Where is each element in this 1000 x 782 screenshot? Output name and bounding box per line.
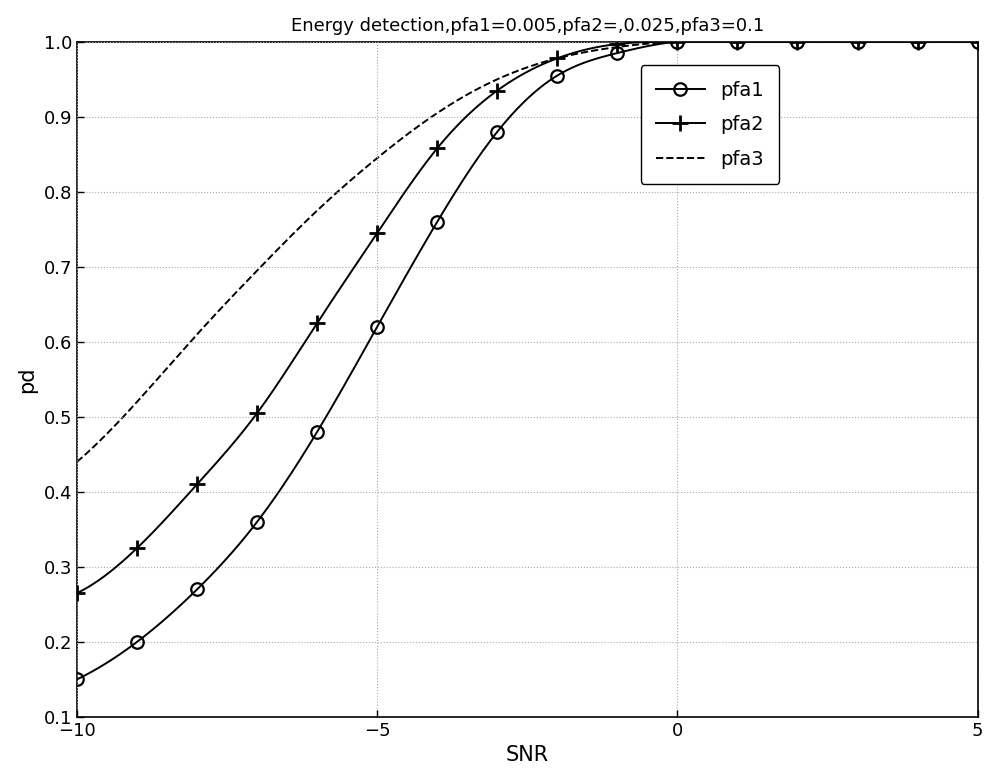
Title: Energy detection,pfa1=0.005,pfa2=,0.025,pfa3=0.1: Energy detection,pfa1=0.005,pfa2=,0.025,… bbox=[291, 16, 764, 34]
Legend: pfa1, pfa2, pfa3: pfa1, pfa2, pfa3 bbox=[641, 65, 779, 185]
X-axis label: SNR: SNR bbox=[506, 745, 549, 766]
Y-axis label: pd: pd bbox=[17, 366, 37, 393]
